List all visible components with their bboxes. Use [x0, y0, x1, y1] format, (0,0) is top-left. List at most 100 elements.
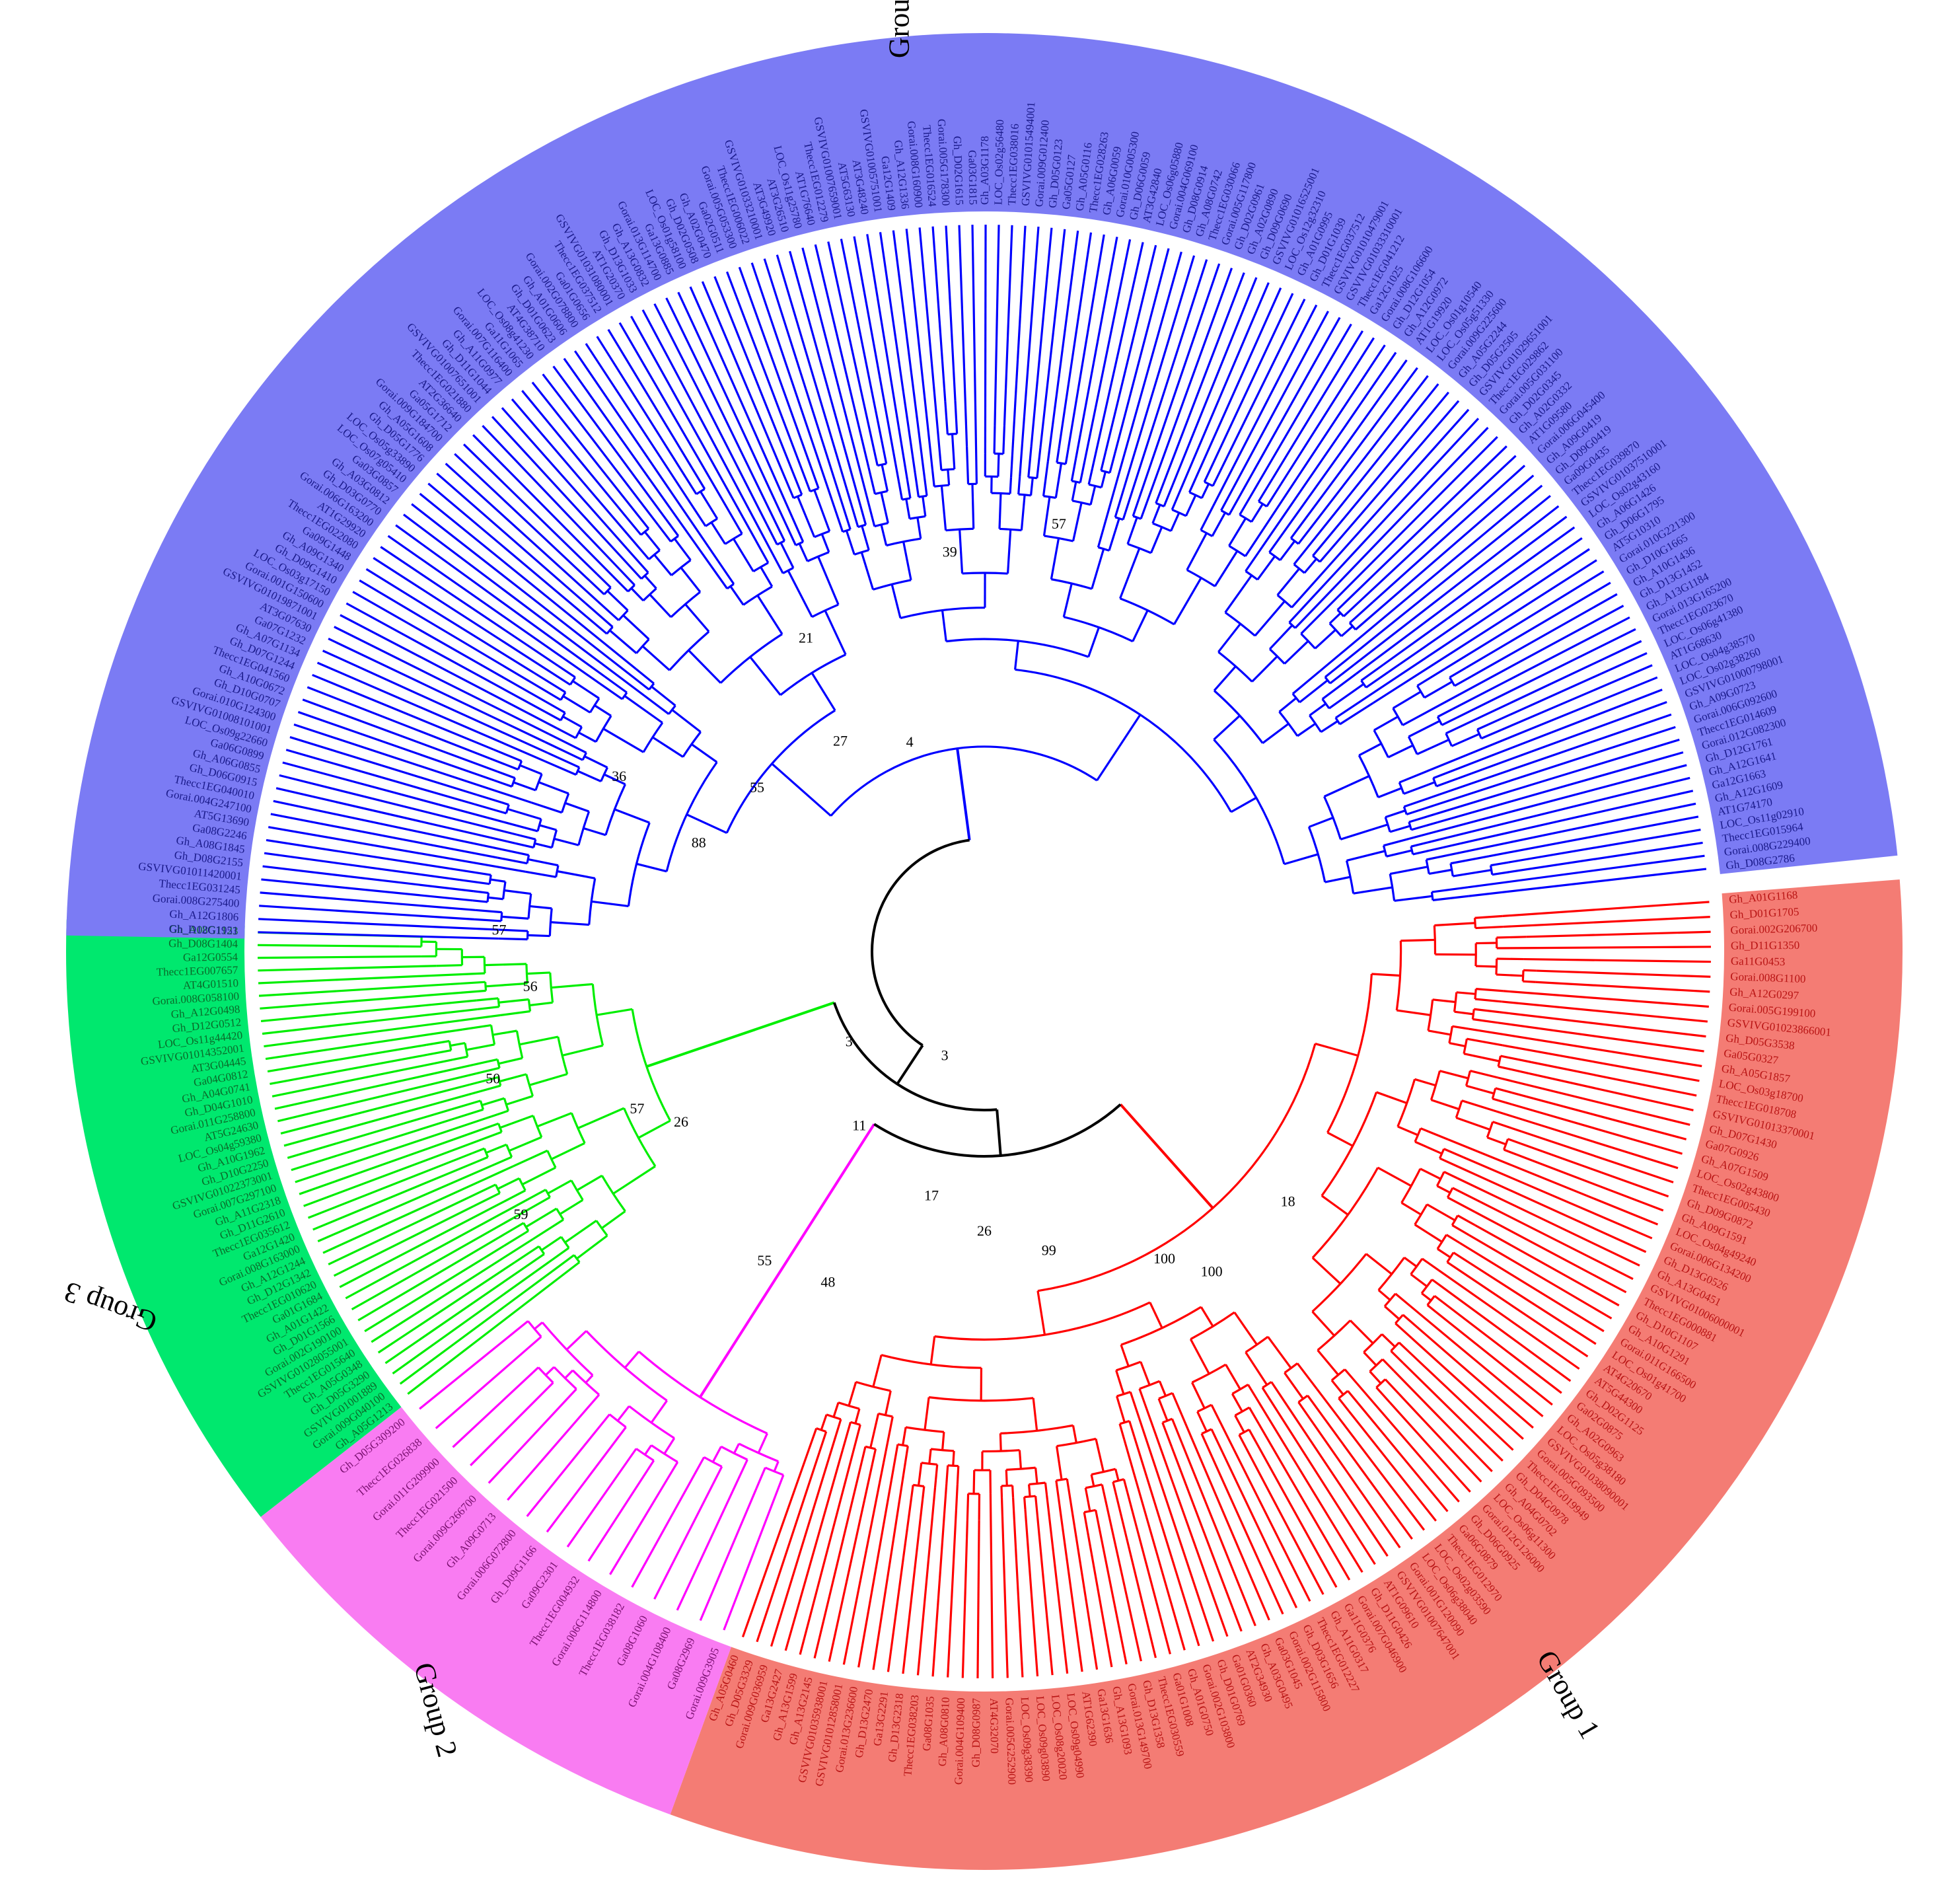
- branch: [884, 1390, 892, 1416]
- branch: [956, 1466, 960, 1485]
- terminal-branch: [1470, 593, 1618, 678]
- branch-arc: [1056, 1437, 1097, 1448]
- branch: [1225, 1364, 1241, 1390]
- terminal-branch: [1502, 901, 1710, 917]
- terminal-branch: [258, 982, 460, 997]
- branch: [941, 1432, 945, 1450]
- bootstrap-value: 11: [852, 1117, 866, 1133]
- terminal-branch: [1509, 1102, 1683, 1155]
- bootstrap-value: 27: [833, 733, 848, 749]
- terminal-branch: [283, 1092, 472, 1147]
- branch: [493, 779, 513, 788]
- terminal-branch: [827, 241, 876, 453]
- branch: [1297, 529, 1310, 545]
- branch: [614, 808, 650, 824]
- branch: [1171, 1392, 1183, 1415]
- branch: [498, 937, 528, 941]
- branch-arc: [1269, 648, 1286, 665]
- branch: [798, 542, 809, 562]
- branch: [498, 1222, 525, 1239]
- bootstrap-value: 88: [692, 835, 706, 851]
- branch: [556, 727, 577, 739]
- branch: [548, 702, 566, 714]
- terminal-branch: [1221, 1451, 1298, 1608]
- branch: [499, 1115, 534, 1129]
- branch: [860, 552, 875, 590]
- branch: [830, 500, 844, 533]
- terminal-branch: [1435, 1310, 1553, 1406]
- terminal-branch: [799, 1452, 854, 1655]
- branch: [852, 1424, 861, 1454]
- branch: [998, 493, 1002, 529]
- branch: [1457, 1214, 1476, 1226]
- terminal-branch: [984, 224, 987, 454]
- terminal-branch: [275, 787, 515, 844]
- terminal-branch: [699, 1487, 758, 1621]
- branch: [1161, 1422, 1173, 1448]
- branch: [880, 492, 889, 523]
- branch: [536, 1112, 572, 1128]
- terminal-branch: [1503, 990, 1709, 1008]
- terminal-branch: [1272, 330, 1363, 480]
- terminal-branch: [322, 650, 548, 755]
- branch: [1344, 1368, 1358, 1384]
- branch: [576, 1234, 608, 1260]
- branch: [497, 770, 516, 779]
- branch: [488, 896, 503, 901]
- branch: [1200, 1306, 1214, 1327]
- terminal-branch: [1503, 916, 1710, 928]
- terminal-branch: [334, 626, 550, 735]
- branch: [728, 511, 743, 535]
- branch: [710, 521, 727, 545]
- group-band-4: [66, 32, 1898, 939]
- branch: [1042, 496, 1051, 537]
- branch: [1006, 529, 1012, 574]
- terminal-branch: [1521, 1142, 1669, 1198]
- branch-arc: [1317, 1320, 1352, 1351]
- terminal-branch: [1387, 537, 1583, 673]
- terminal-branch: [351, 1207, 530, 1311]
- branch: [1325, 875, 1351, 883]
- terminal-branch: [1257, 1401, 1363, 1573]
- terminal-branch: [1212, 293, 1294, 464]
- branch: [1349, 1320, 1374, 1345]
- branch: [999, 1433, 1002, 1452]
- terminal-branch: [258, 955, 421, 959]
- branch: [453, 1055, 468, 1061]
- branch: [564, 801, 590, 813]
- branch-arc: [897, 1443, 908, 1448]
- branch: [773, 519, 786, 542]
- branch: [513, 1149, 548, 1168]
- branch: [1447, 1196, 1476, 1213]
- branch: [544, 741, 583, 761]
- branch-arc: [1345, 860, 1355, 894]
- branch: [503, 1189, 526, 1203]
- branch: [1009, 477, 1013, 494]
- branch: [1437, 1247, 1451, 1259]
- branch-arc: [448, 1041, 453, 1051]
- terminal-branch: [1313, 408, 1470, 583]
- branch: [865, 496, 876, 527]
- branch: [818, 1431, 828, 1454]
- branch: [603, 773, 626, 786]
- branch: [1330, 1379, 1344, 1396]
- backbone-branch: [896, 1044, 924, 1085]
- branch: [1297, 1401, 1315, 1425]
- branch: [717, 560, 735, 585]
- branch: [1390, 1350, 1404, 1364]
- terminal-branch: [566, 1457, 631, 1547]
- branch: [1155, 481, 1165, 504]
- branch: [1420, 1127, 1449, 1140]
- branch: [528, 1335, 542, 1349]
- branch: [1189, 1338, 1210, 1374]
- terminal-branch: [1507, 829, 1701, 864]
- terminal-branch: [1282, 359, 1408, 534]
- branch: [1191, 1382, 1206, 1409]
- branch: [1149, 1302, 1163, 1329]
- terminal-branch: [472, 434, 614, 577]
- branch: [883, 449, 888, 465]
- branch: [547, 1179, 572, 1195]
- branch: [1500, 1055, 1532, 1064]
- leaf-label: AT4G01510: [183, 977, 239, 992]
- branch: [548, 733, 587, 754]
